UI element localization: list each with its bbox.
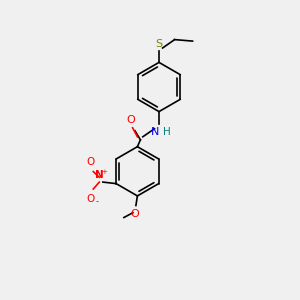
Text: H: H [163, 127, 170, 136]
Text: N: N [151, 127, 160, 136]
Text: S: S [155, 40, 163, 50]
Text: -: - [95, 197, 98, 206]
Text: +: + [102, 169, 108, 175]
Text: O: O [130, 209, 139, 219]
Text: N: N [95, 170, 104, 180]
Text: O: O [86, 194, 94, 204]
Text: O: O [126, 116, 135, 125]
Text: O: O [86, 157, 94, 167]
